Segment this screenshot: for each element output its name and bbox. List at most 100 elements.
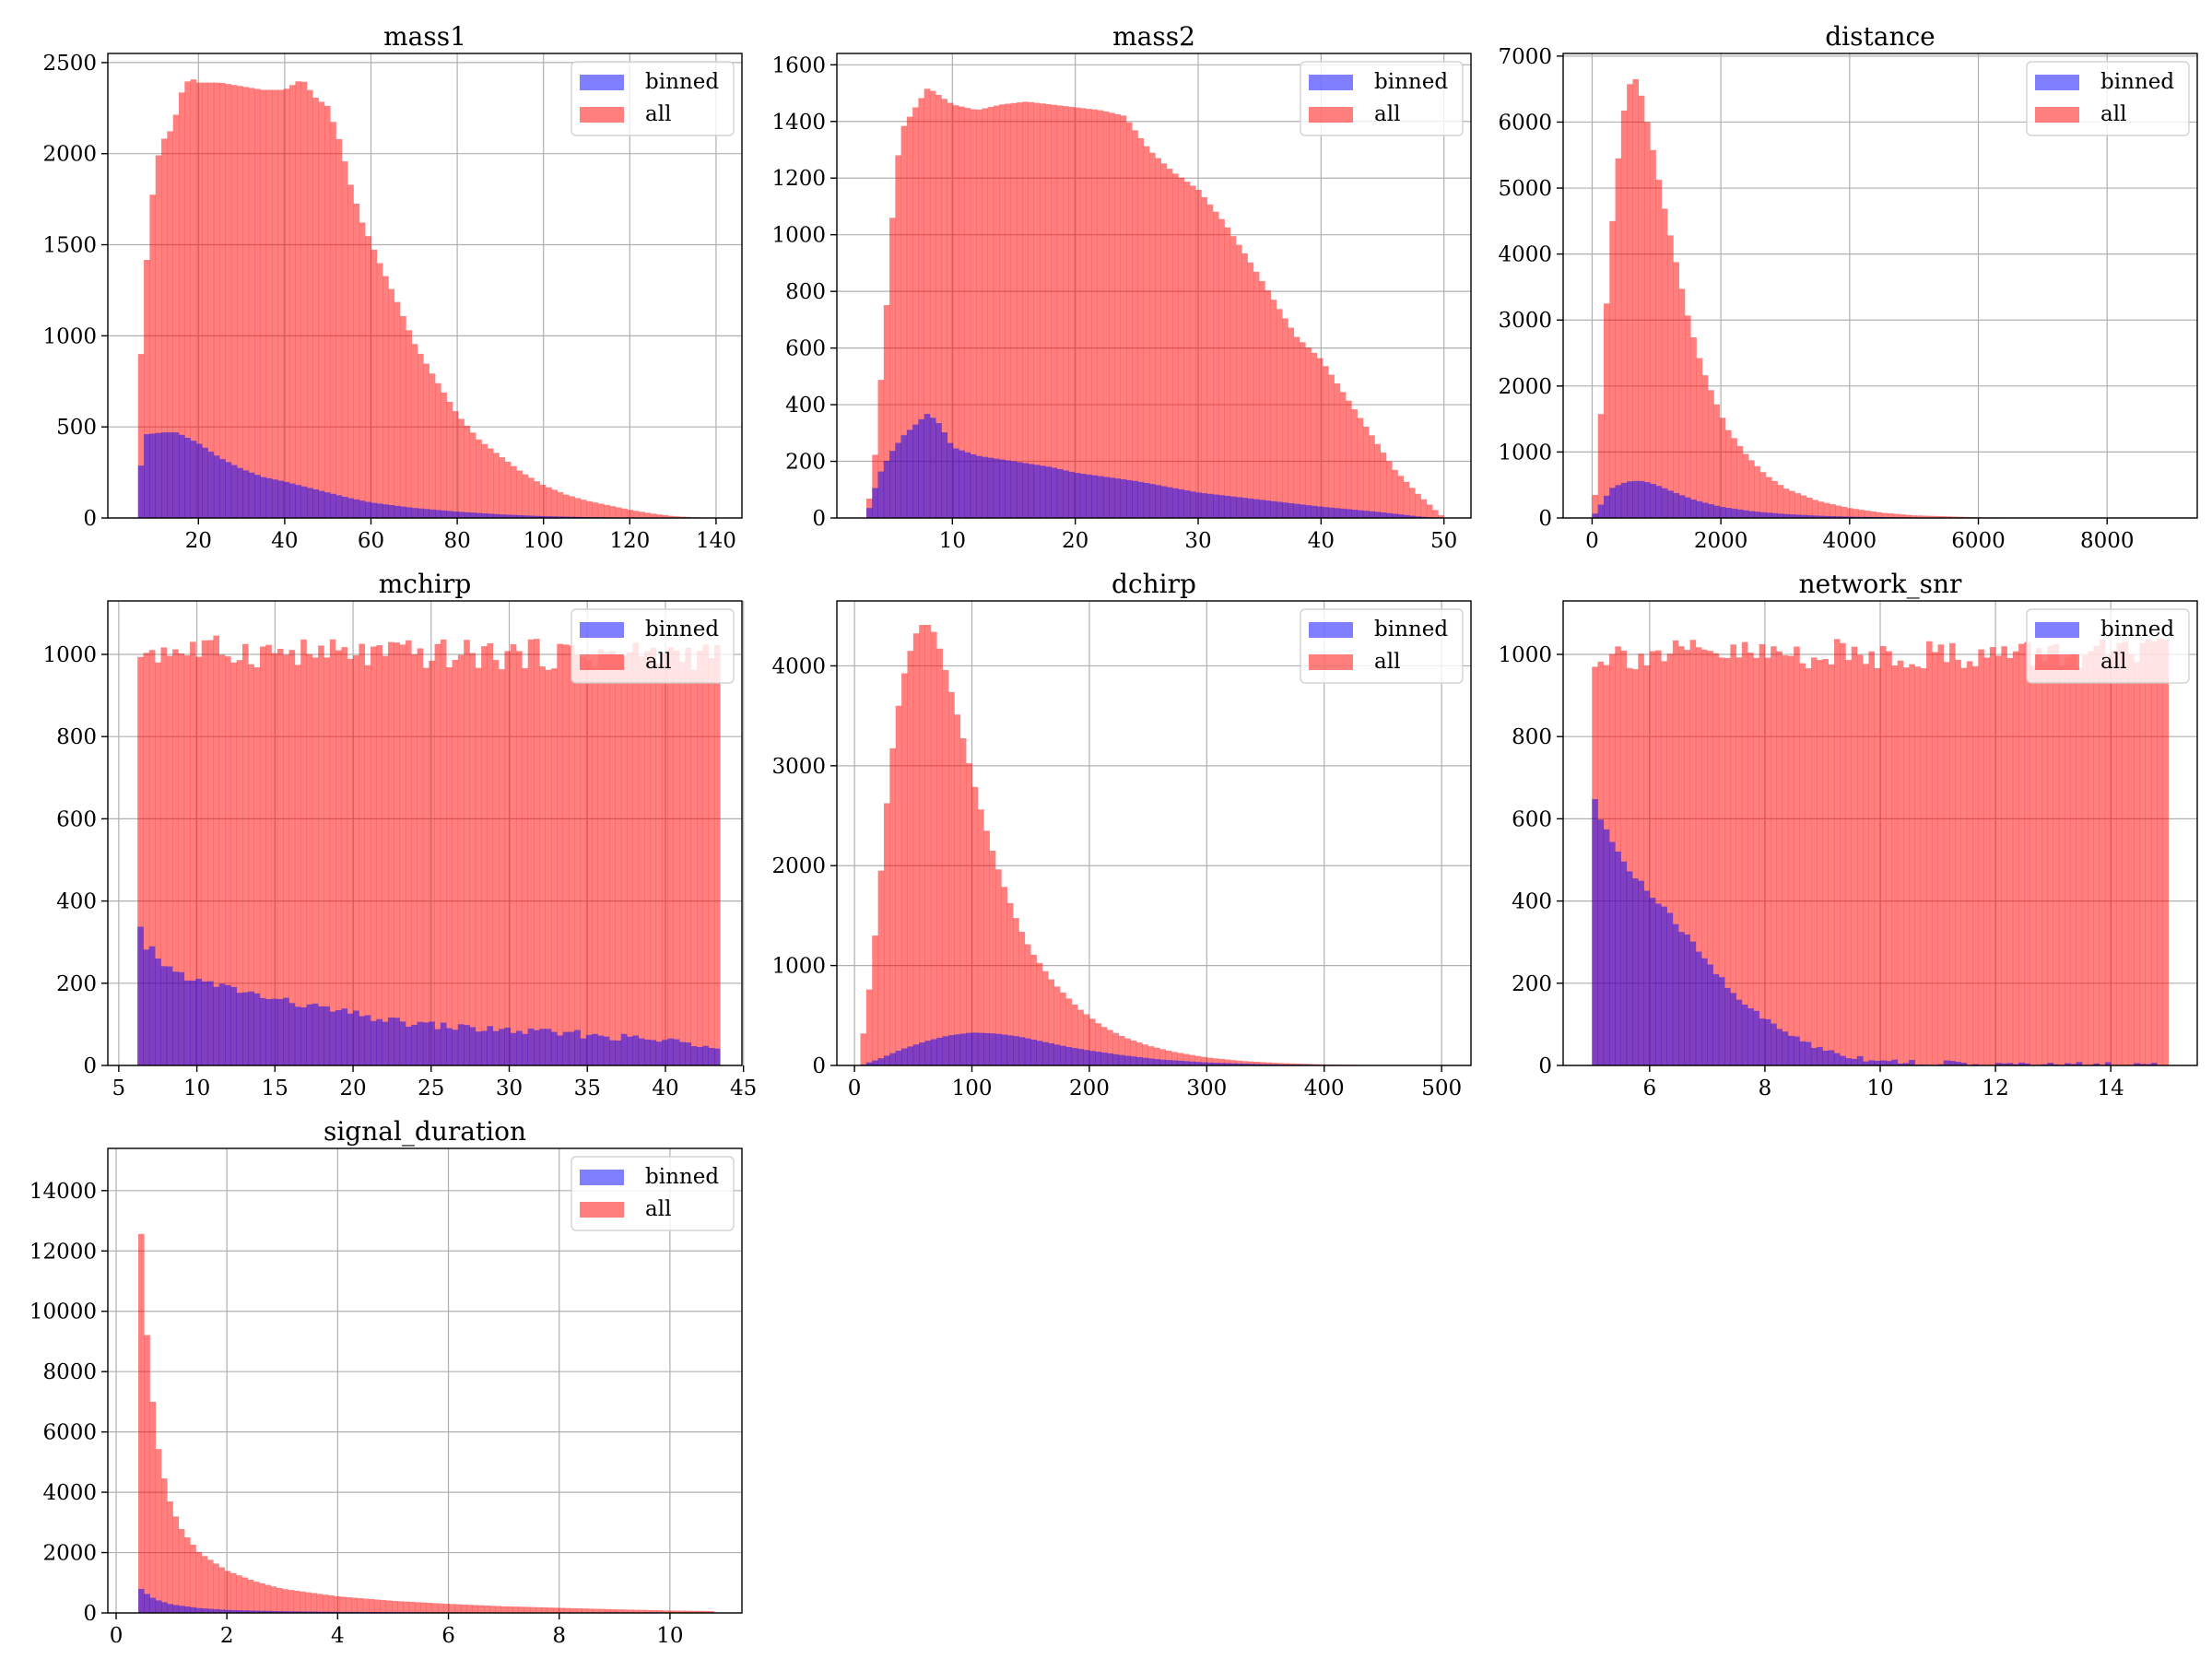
binned-bar	[394, 505, 401, 518]
binned-bar	[1742, 510, 1749, 518]
all-bar	[603, 653, 610, 1065]
binned-bar	[382, 1021, 389, 1065]
y-tick-label: 2000	[771, 854, 826, 878]
all-bar	[632, 642, 640, 1065]
subplot-title: signal_duration	[324, 1116, 526, 1147]
binned-bar	[1051, 467, 1058, 518]
x-tick-label: 0	[848, 1077, 862, 1100]
all-bar	[283, 654, 289, 1065]
binned-bar	[1678, 932, 1685, 1065]
legend-swatch-binned	[580, 1170, 624, 1185]
legend-label-all: all	[2100, 102, 2126, 126]
y-tick-label: 0	[83, 507, 97, 531]
series-binned	[860, 1032, 1448, 1065]
all-bar	[458, 418, 465, 518]
all-bar	[295, 81, 301, 518]
all-bar	[236, 660, 243, 1065]
all-bar	[580, 656, 587, 1065]
binned-bar	[1713, 505, 1721, 518]
binned-bar	[1748, 511, 1755, 518]
binned-bar	[1241, 1064, 1249, 1065]
x-tick-label: 10	[183, 1077, 210, 1100]
all-bar	[277, 89, 285, 518]
y-tick-label: 5000	[1498, 177, 1552, 201]
y-tick-label: 2000	[42, 143, 97, 167]
binned-bar	[2065, 1063, 2071, 1065]
all-bar	[1083, 1014, 1090, 1065]
binned-bar	[1137, 481, 1145, 518]
all-bar	[1171, 1052, 1178, 1065]
x-tick-label: 0	[110, 1624, 124, 1648]
all-bar	[650, 513, 657, 518]
all-bar	[1001, 887, 1008, 1065]
all-bar	[1644, 122, 1651, 518]
subplot-title: mass1	[383, 21, 466, 52]
binned-bar	[270, 1610, 277, 1613]
binned-bar	[539, 515, 547, 518]
legend-label-all: all	[1374, 102, 1400, 126]
all-bar	[362, 1598, 370, 1613]
all-bar	[283, 88, 290, 518]
all-bar	[616, 1609, 623, 1613]
all-bar	[218, 654, 226, 1065]
binned-bar	[1130, 1056, 1137, 1065]
binned-bar	[1102, 477, 1110, 518]
all-bar	[621, 508, 628, 518]
all-bar	[1288, 1063, 1296, 1065]
binned-bar	[1147, 1058, 1155, 1065]
binned-bar	[1771, 512, 1778, 518]
binned-bar	[936, 1037, 943, 1065]
legend: binned all	[571, 1156, 735, 1231]
x-tick-label: 300	[1186, 1077, 1227, 1100]
binned-bar	[906, 429, 913, 518]
binned-bar	[912, 424, 919, 518]
all-bar	[644, 651, 651, 1065]
all-bar	[1766, 477, 1772, 518]
all-bar	[511, 465, 517, 518]
legend-label-binned: binned	[645, 1165, 719, 1189]
all-bar	[1627, 84, 1633, 518]
all-bar	[1673, 262, 1680, 518]
all-bar	[569, 496, 575, 518]
all-bar	[149, 194, 157, 518]
legend: binned all	[1300, 61, 1464, 136]
y-tick-label: 1000	[1498, 643, 1552, 667]
binned-bar	[143, 949, 150, 1065]
all-bar	[1010, 102, 1018, 518]
all-bar	[912, 633, 920, 1065]
all-bar	[690, 1610, 698, 1613]
all-bar	[294, 665, 301, 1065]
binned-bar	[1357, 510, 1364, 518]
binned-bar	[178, 971, 185, 1065]
all-bar	[1282, 318, 1288, 518]
all-bar	[1966, 661, 1973, 1065]
binned-bar	[644, 1039, 651, 1065]
binned-bar	[329, 1011, 336, 1065]
all-bar	[472, 1605, 479, 1613]
all-bar	[674, 516, 680, 518]
binned-bar	[347, 498, 354, 518]
all-bar	[1154, 1047, 1160, 1065]
binned-bar	[155, 1600, 162, 1613]
all-bar	[380, 1600, 387, 1613]
all-bar	[1891, 665, 1899, 1065]
binned-bar	[1124, 1055, 1131, 1065]
all-bar	[446, 402, 453, 518]
binned-bar	[1201, 493, 1208, 518]
all-bar	[1060, 992, 1066, 1065]
binned-bar	[144, 434, 150, 518]
all-bar	[1213, 211, 1219, 518]
binned-bar	[324, 1006, 331, 1065]
binned-bar	[1730, 993, 1736, 1065]
binned-bar	[1731, 508, 1737, 518]
binned-bar	[603, 1036, 610, 1065]
subplot-network-snr: 6 8 10 12 14 0 200 400 600 800 1000 network_snrbinn…	[1498, 569, 2198, 1100]
all-bar	[1730, 644, 1736, 1065]
binned-bar	[1060, 1045, 1066, 1065]
binned-bar	[1609, 488, 1616, 518]
all-bar	[137, 354, 145, 518]
binned-bar	[499, 514, 506, 518]
all-bar	[487, 448, 494, 518]
all-bar	[713, 644, 721, 1065]
all-bar	[405, 640, 412, 1065]
